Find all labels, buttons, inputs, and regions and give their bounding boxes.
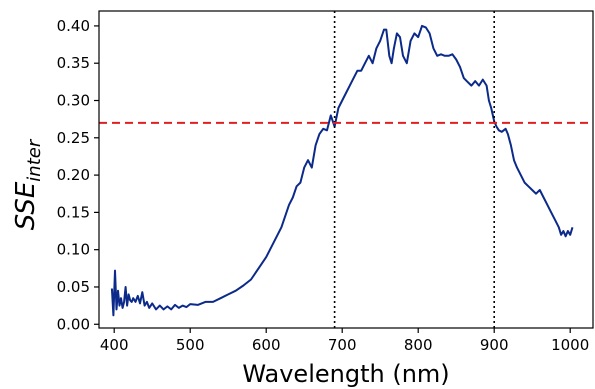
x-tick-label-4: 800 <box>404 336 433 354</box>
x-axis-title: Wavelength (nm) <box>242 360 449 388</box>
y-tick-label-1: 0.05 <box>57 278 90 296</box>
x-tick-label-5: 900 <box>480 336 509 354</box>
x-tick-label-2: 600 <box>252 336 281 354</box>
plot-area <box>98 10 594 329</box>
y-tick-label-4: 0.20 <box>57 166 90 184</box>
data-series-line-0 <box>110 24 574 317</box>
x-tick-label-0: 400 <box>100 336 129 354</box>
x-tick-label-1: 500 <box>176 336 205 354</box>
x-tick-label-3: 700 <box>328 336 357 354</box>
x-tick-label-6: 1000 <box>551 336 589 354</box>
y-tick-label-0: 0.00 <box>57 315 90 333</box>
plot-frame <box>98 10 594 329</box>
y-tick-label-2: 0.10 <box>57 241 90 259</box>
y-tick-label-8: 0.40 <box>57 17 90 35</box>
y-tick-label-7: 0.35 <box>57 54 90 72</box>
axis-ticks: 400 500 600 700 800 900 1000 0.00 0.05 0.10 0.15 0.… <box>57 17 590 354</box>
y-tick-label-6: 0.30 <box>57 92 90 110</box>
y-tick-label-3: 0.15 <box>57 203 90 221</box>
y-axis-title-subscript: inter <box>24 138 45 182</box>
y-tick-label-5: 0.25 <box>57 129 90 147</box>
y-axis-title: SSEinter <box>11 138 45 230</box>
y-axis-title-main: SSE <box>11 181 41 230</box>
